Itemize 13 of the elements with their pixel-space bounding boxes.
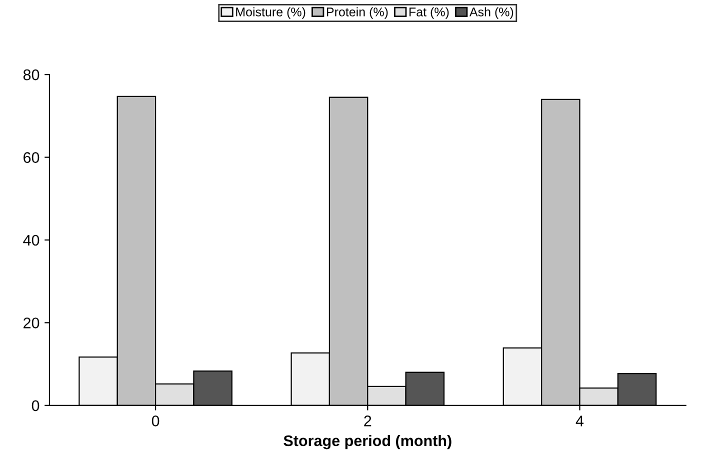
x-tick-label: 4 (576, 416, 584, 426)
x-tick-label: 2 (364, 416, 372, 426)
y-tick-label: 80 (23, 69, 40, 80)
x-axis-title: Storage period (month) (284, 434, 452, 450)
legend-label: Moisture (%) (236, 7, 306, 19)
y-tick-label: 20 (24, 318, 40, 328)
legend-label: Ash (%) (469, 7, 514, 19)
legend-label: Protein (%) (326, 7, 388, 19)
y-tick-label: 0 (32, 400, 40, 412)
x-tick-label: 0 (152, 416, 160, 426)
y-tick-label: 60 (24, 152, 40, 163)
legend-label: Fat (%) (410, 7, 449, 19)
y-tick-label: 40 (23, 234, 40, 246)
